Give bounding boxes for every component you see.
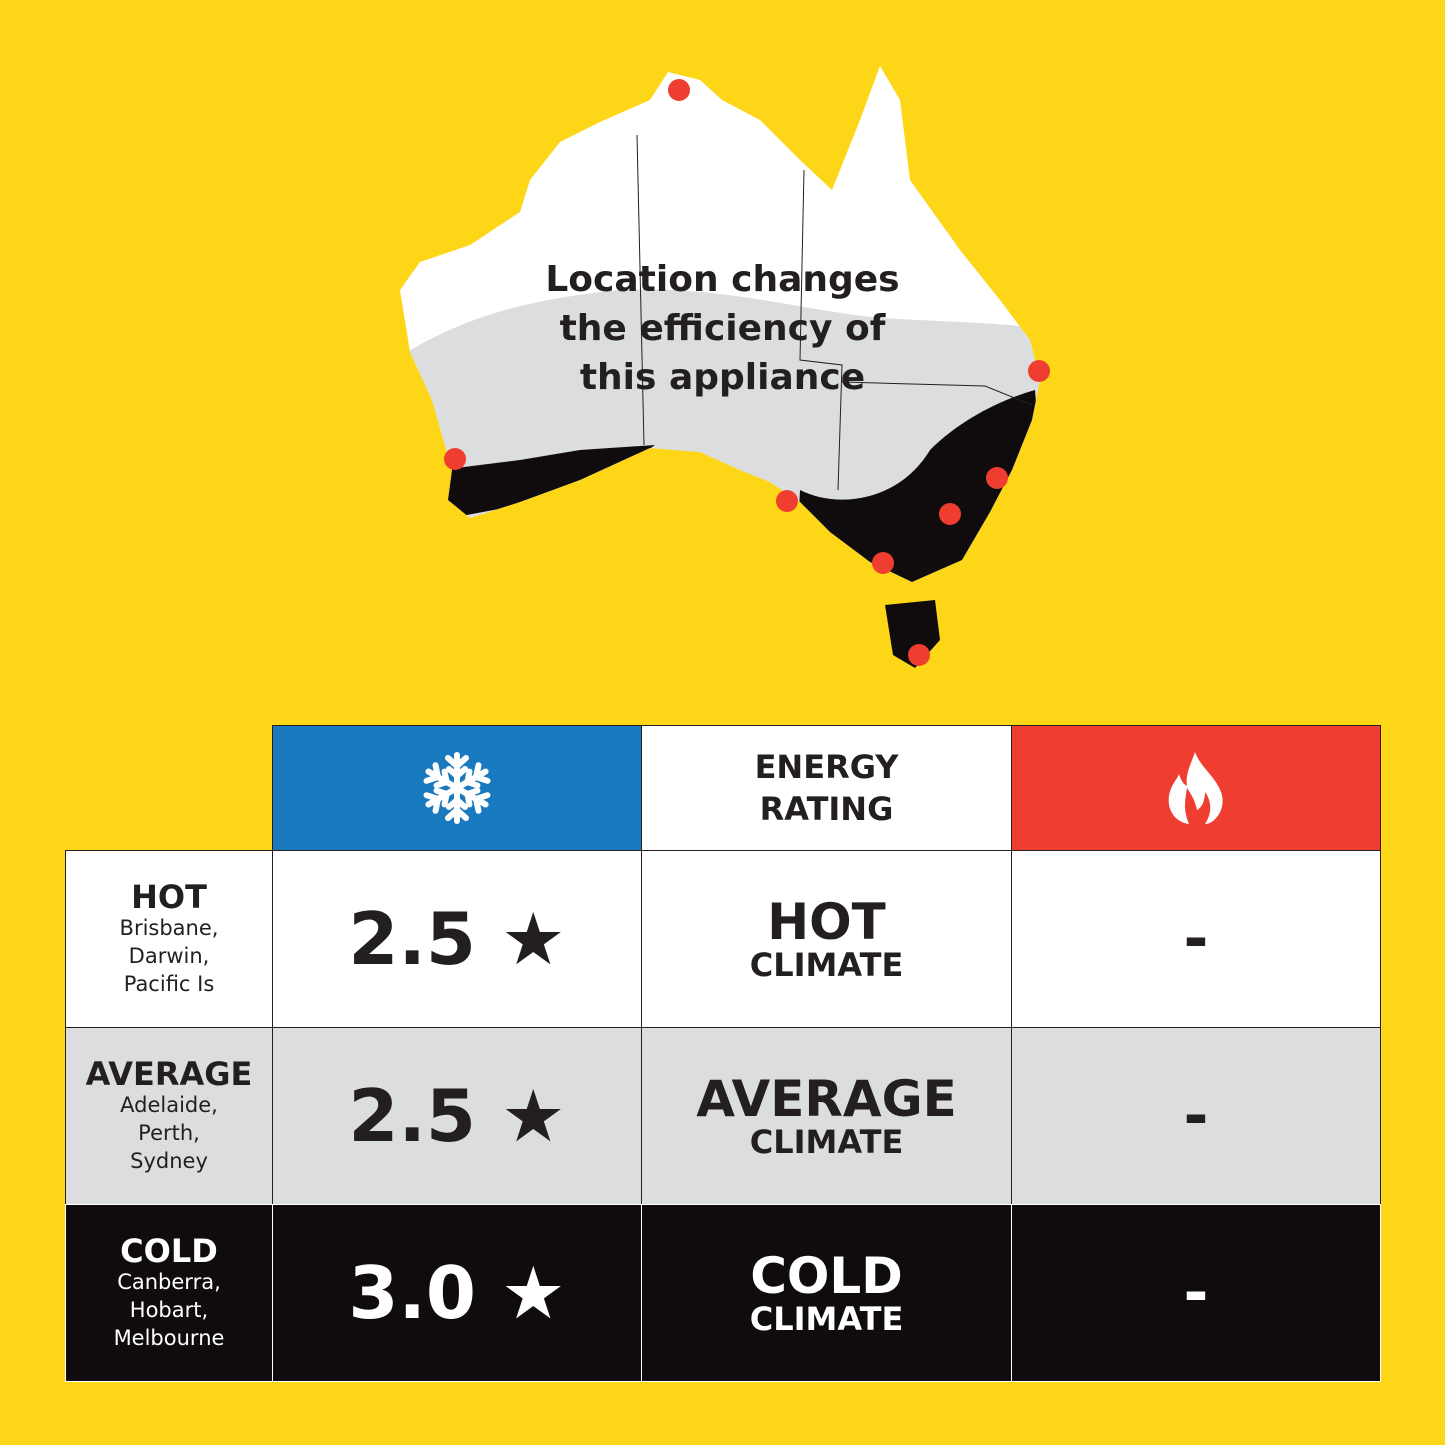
- caption-line: this appliance: [579, 357, 866, 398]
- caption-line: Location changes: [545, 259, 900, 300]
- cooling-star-rating: 3.0 ★: [348, 1251, 566, 1335]
- city: Hobart,: [129, 1298, 209, 1322]
- cooling-rating-cell: 2.5 ★: [272, 1027, 642, 1205]
- zone-label-hot: HOT Brisbane, Darwin, Pacific Is: [65, 850, 273, 1028]
- australia-climate-map: [400, 66, 1050, 668]
- climate-name: HOT: [767, 893, 886, 951]
- city: Adelaide,: [120, 1093, 218, 1117]
- climate-subtitle: CLIMATE: [749, 1300, 904, 1338]
- city: Brisbane,: [119, 916, 219, 940]
- city: Darwin,: [128, 944, 210, 968]
- heating-star-rating: -: [1183, 904, 1209, 974]
- marker-sydney: [986, 467, 1008, 489]
- marker-perth: [444, 448, 466, 470]
- city: Pacific Is: [123, 972, 215, 996]
- cooling-star-rating: 2.5 ★: [348, 1074, 566, 1158]
- city: Melbourne: [113, 1326, 225, 1350]
- city: Canberra,: [117, 1270, 221, 1294]
- climate-cell: COLD CLIMATE: [641, 1204, 1012, 1382]
- heating-header: [1011, 725, 1381, 851]
- header-line: ENERGY: [754, 748, 899, 786]
- cooling-star-rating: 2.5 ★: [348, 897, 566, 981]
- heating-star-rating: -: [1183, 1258, 1209, 1328]
- climate-subtitle: CLIMATE: [749, 946, 904, 984]
- climate-name: AVERAGE: [696, 1070, 957, 1128]
- header-line: RATING: [759, 790, 894, 828]
- heating-star-rating: -: [1183, 1081, 1209, 1151]
- marker-adelaide: [776, 490, 798, 512]
- city-markers: [444, 79, 1050, 666]
- zone-label-cold: COLD Canberra, Hobart, Melbourne: [65, 1204, 273, 1382]
- flame-icon: [1168, 752, 1223, 824]
- energy-rating-header: ENERGY RATING: [641, 725, 1012, 851]
- climate-subtitle: CLIMATE: [749, 1123, 904, 1161]
- cold-zone-southeast: [790, 390, 1040, 582]
- marker-darwin: [668, 79, 690, 101]
- cooling-rating-cell: 2.5 ★: [272, 850, 642, 1028]
- cold-zone-southwest: [440, 445, 655, 520]
- climate-cell: AVERAGE CLIMATE: [641, 1027, 1012, 1205]
- marker-canberra: [939, 503, 961, 525]
- caption-line: the efficiency of: [559, 308, 886, 349]
- cooling-header: [272, 725, 642, 851]
- zone-label-average: AVERAGE Adelaide, Perth, Sydney: [65, 1027, 273, 1205]
- city: Perth,: [138, 1121, 200, 1145]
- climate-cell: HOT CLIMATE: [641, 850, 1012, 1028]
- snowflake-icon: [422, 752, 492, 825]
- marker-hobart: [908, 644, 930, 666]
- marker-melbourne: [872, 552, 894, 574]
- heating-rating-cell: -: [1011, 1204, 1381, 1382]
- zone-name: COLD: [120, 1232, 218, 1270]
- climate-name: COLD: [750, 1247, 903, 1305]
- zone-name: HOT: [131, 878, 207, 916]
- cooling-rating-cell: 3.0 ★: [272, 1204, 642, 1382]
- marker-brisbane: [1028, 360, 1050, 382]
- city: Sydney: [130, 1149, 208, 1173]
- map-caption: Location changes the efficiency of this …: [520, 255, 925, 402]
- zone-name: AVERAGE: [85, 1055, 253, 1093]
- heating-rating-cell: -: [1011, 1027, 1381, 1205]
- heating-rating-cell: -: [1011, 850, 1381, 1028]
